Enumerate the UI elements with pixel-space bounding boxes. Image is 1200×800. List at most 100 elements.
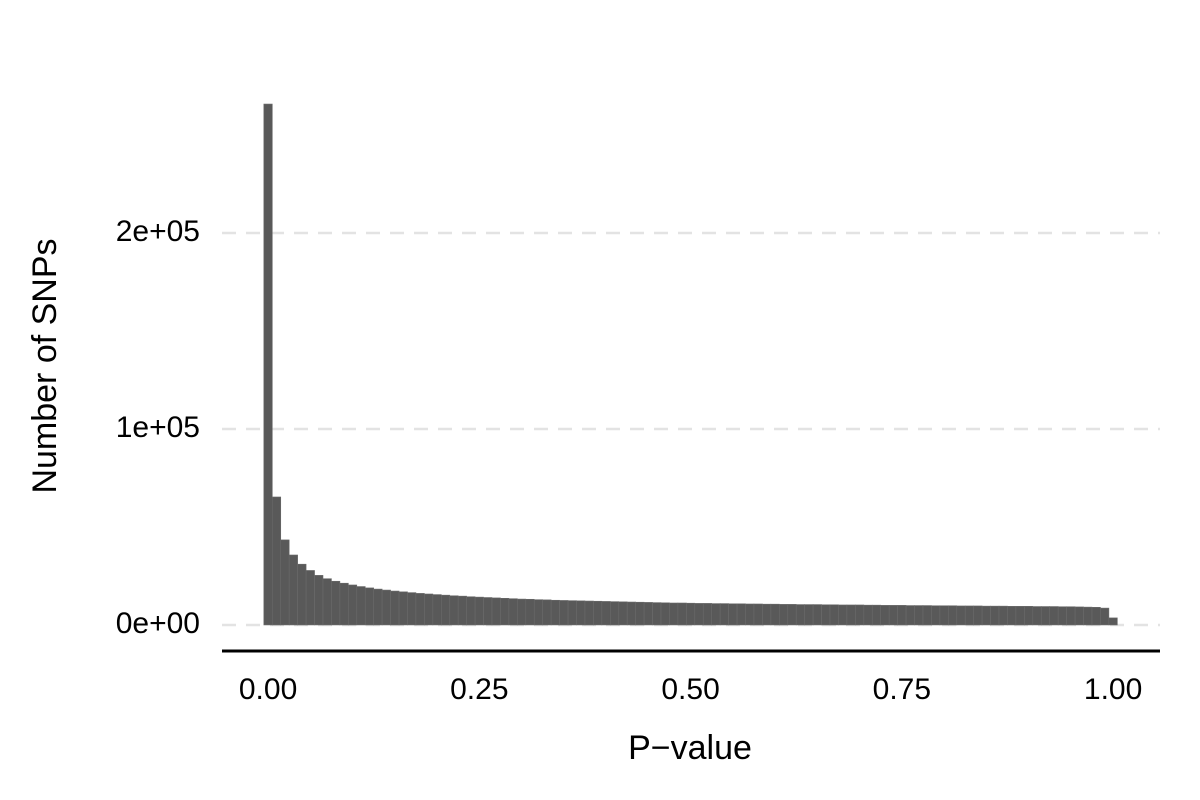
bar (373, 588, 383, 626)
bar (381, 589, 391, 626)
bar (702, 603, 713, 626)
bar (1091, 607, 1101, 626)
bar (694, 603, 704, 626)
x-axis-label: P−value (628, 729, 752, 767)
x-tick-label: 0.75 (873, 673, 931, 706)
bar (626, 601, 636, 626)
bar (804, 604, 814, 626)
bar (956, 605, 966, 626)
bar (914, 605, 924, 626)
bar (1074, 606, 1084, 626)
bar (770, 603, 780, 626)
bar (390, 590, 400, 626)
bar (491, 597, 501, 626)
bar (593, 600, 603, 626)
bar (888, 605, 898, 626)
bar (787, 604, 797, 626)
bar (407, 592, 417, 626)
bar (457, 595, 467, 626)
bar (618, 601, 628, 626)
bar (964, 605, 974, 626)
bar (263, 103, 273, 626)
bar (1108, 617, 1118, 626)
bar (314, 575, 324, 626)
bar (1083, 606, 1093, 626)
bar (474, 596, 484, 626)
bar (779, 604, 789, 626)
bar (863, 604, 873, 626)
bar (973, 605, 983, 626)
bar (719, 603, 729, 626)
bar (1032, 606, 1042, 626)
bar (981, 605, 991, 626)
bar (424, 593, 434, 626)
bar (939, 605, 949, 626)
bar (601, 601, 611, 626)
bar (669, 602, 679, 626)
bar (305, 570, 315, 626)
bar (483, 597, 493, 626)
y-axis-label: Number of SNPs (26, 238, 64, 493)
y-tick-label: 1e+05 (116, 411, 200, 444)
bar (660, 602, 670, 626)
bar (922, 605, 932, 626)
bar (880, 605, 890, 626)
bar (567, 600, 577, 626)
bar (331, 580, 341, 626)
bar (990, 605, 1000, 626)
y-tick-label: 2e+05 (116, 215, 200, 248)
bar (322, 578, 332, 626)
bar (559, 600, 569, 626)
bar (525, 598, 535, 626)
bar (576, 600, 586, 626)
bar (339, 582, 349, 626)
bar (998, 605, 1008, 626)
bar (829, 604, 839, 626)
bar (745, 603, 755, 626)
bar (432, 594, 442, 626)
bar (280, 539, 290, 626)
bar (271, 496, 282, 626)
bar (466, 596, 476, 626)
bar (795, 604, 805, 626)
bar (508, 598, 518, 626)
bar (1024, 606, 1034, 626)
x-tick-label: 1.00 (1084, 673, 1142, 706)
bar (449, 595, 459, 626)
bar (1015, 606, 1025, 626)
bar (905, 605, 915, 626)
bar (711, 603, 721, 626)
bar (609, 601, 620, 626)
bar (584, 600, 594, 626)
bar (753, 603, 763, 626)
bar (297, 563, 307, 626)
bar (356, 586, 366, 626)
bar (931, 605, 941, 626)
bar (364, 587, 374, 626)
bar (686, 602, 696, 626)
bar (821, 604, 831, 626)
bar (348, 584, 358, 626)
bar (398, 591, 408, 626)
bar (855, 604, 865, 626)
bar (1066, 606, 1076, 626)
bar (736, 603, 746, 626)
bar (1040, 606, 1051, 626)
bar (812, 604, 822, 626)
bar (871, 604, 882, 626)
bar (728, 603, 738, 626)
bar (440, 594, 451, 626)
bar (762, 603, 772, 626)
bar (500, 598, 510, 626)
bar (635, 601, 645, 626)
bar (652, 602, 662, 626)
bar (1049, 606, 1059, 626)
bar (1057, 606, 1067, 626)
y-tick-label: 0e+00 (116, 607, 200, 640)
x-tick-label: 0.00 (239, 673, 297, 706)
bar (846, 604, 856, 626)
bar (677, 602, 687, 626)
bar (897, 605, 907, 626)
